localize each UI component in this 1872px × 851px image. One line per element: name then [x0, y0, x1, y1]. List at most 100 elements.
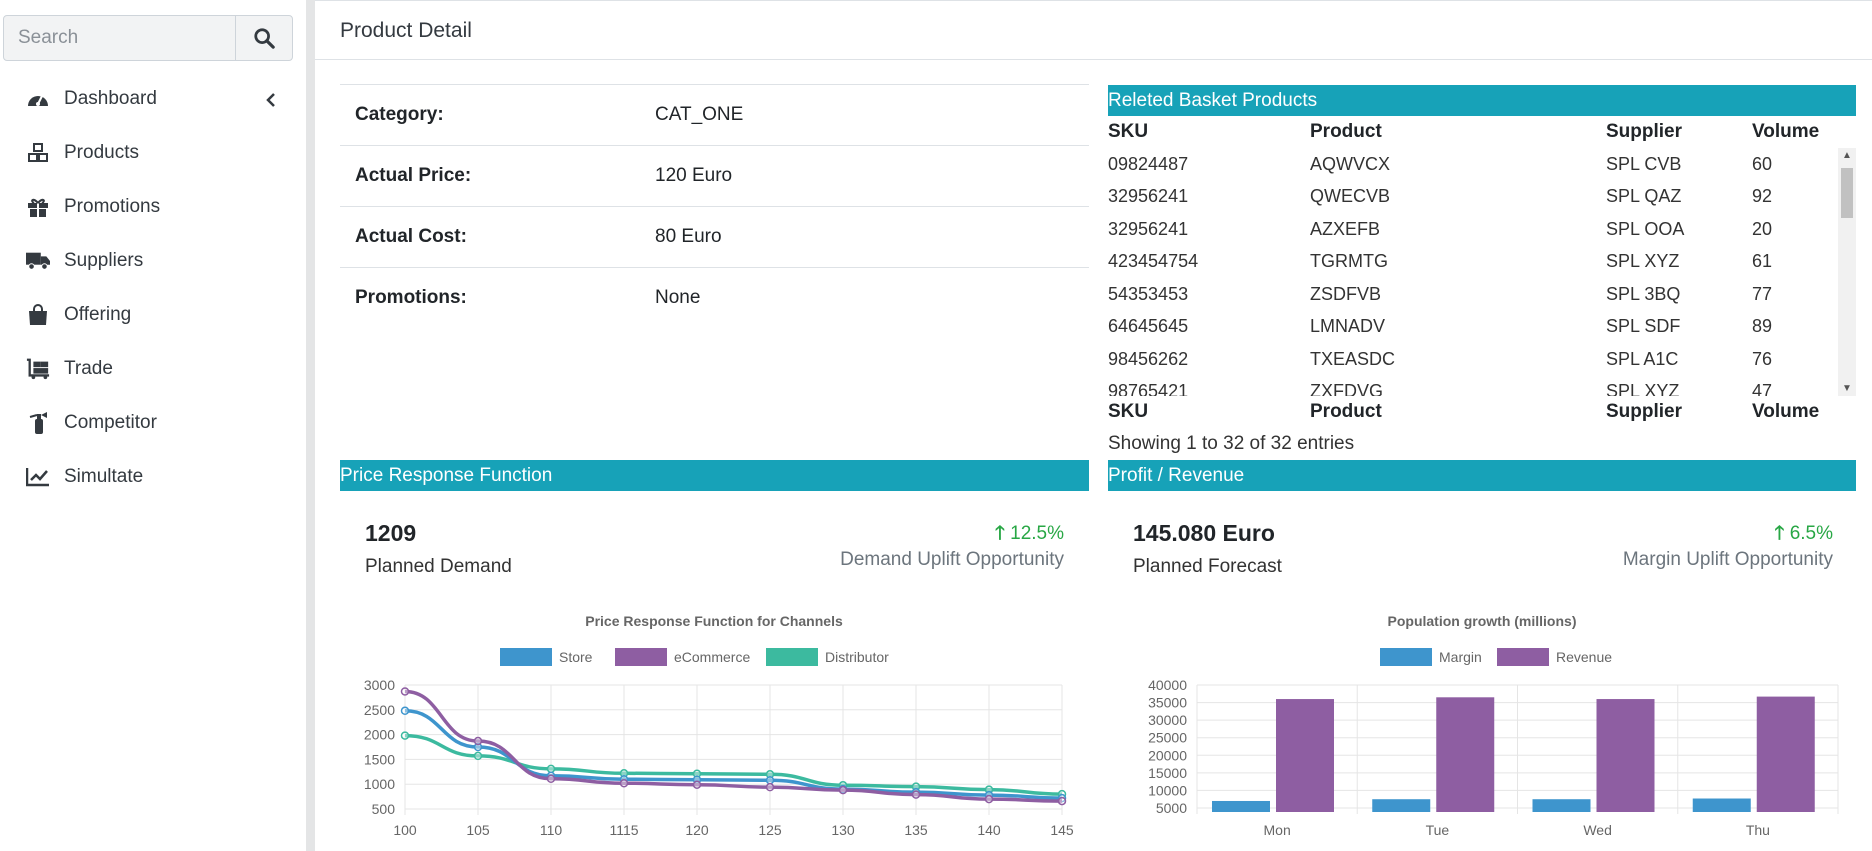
search-box	[3, 15, 293, 61]
table-cell: SPL A1C	[1606, 348, 1679, 369]
y-tick-label: 40000	[1148, 677, 1187, 693]
sidebar-item-products[interactable]: Products	[0, 126, 306, 180]
sidebar-item-trade[interactable]: Trade	[0, 342, 306, 396]
y-tick-label: 1500	[364, 751, 395, 767]
data-point	[765, 770, 775, 779]
table-cell: TGRMTG	[1310, 251, 1388, 272]
data-point	[473, 742, 483, 752]
column-header-product[interactable]: Product	[1310, 121, 1382, 142]
sidebar-item-suppliers[interactable]: Suppliers	[0, 234, 306, 288]
dashboard-icon	[26, 87, 50, 111]
x-tick-label: 135	[904, 822, 928, 838]
detail-value: CAT_ONE	[640, 84, 1089, 146]
x-tick-label: 140	[977, 822, 1001, 838]
detail-label: Actual Price:	[340, 145, 640, 207]
margin-uplift-value: 6.5%	[1789, 523, 1833, 544]
products-icon	[26, 141, 50, 165]
table-row[interactable]: 423454754 TGRMTG SPL XYZ 61	[1108, 246, 1856, 279]
table-cell: AQWVCX	[1310, 153, 1391, 174]
y-tick-label: 3000	[364, 677, 395, 693]
table-cell: 60	[1752, 153, 1773, 174]
search-input[interactable]	[4, 16, 235, 60]
legend-swatch	[1497, 648, 1549, 666]
legend-label: Distributor	[825, 649, 889, 665]
column-header-volume[interactable]: Volume	[1752, 121, 1820, 142]
demand-uplift: 🡑 12.5%	[815, 519, 1064, 551]
sidebar-nav: Dashboard Products Promotions Suppliers …	[0, 72, 306, 504]
table-row[interactable]: 32956241 QWECVB SPL QAZ 92	[1108, 181, 1856, 214]
table-row[interactable]: 54353453 ZSDFVB SPL 3BQ 77	[1108, 278, 1856, 311]
bar-revenue	[1756, 696, 1815, 812]
table-row[interactable]: 32956241 AZXEFB SPL OOA 20	[1108, 213, 1856, 246]
scroll-up-icon[interactable]: ▲	[1842, 150, 1852, 161]
y-tick-label: 2500	[364, 702, 395, 718]
sidebar-item-competitor[interactable]: Competitor	[0, 396, 306, 450]
y-tick-label: 30000	[1148, 712, 1187, 728]
data-point	[546, 764, 556, 774]
table-cell: SPL CVB	[1606, 153, 1682, 174]
y-tick-label: 1000	[364, 776, 395, 792]
sidebar-item-dashboard[interactable]: Dashboard	[0, 72, 306, 126]
table-row[interactable]: 98765421 ZXFDVG SPL XYZ 47	[1108, 376, 1856, 396]
sidebar-item-promotions[interactable]: Promotions	[0, 180, 306, 234]
scroll-down-icon[interactable]: ▼	[1842, 383, 1852, 394]
chart-line-icon	[26, 465, 50, 489]
x-tick-label: Thu	[1746, 822, 1770, 838]
legend-swatch	[1380, 648, 1432, 666]
detail-label: Actual Cost:	[340, 206, 640, 268]
data-point	[984, 794, 994, 804]
table-row[interactable]: 09824487 AQWVCX SPL CVB 60	[1108, 148, 1856, 181]
table-row[interactable]: 98456262 TXEASDC SPL A1C 76	[1108, 343, 1856, 376]
basket-table-foot: SKU Product Supplier Volume	[1108, 396, 1856, 428]
profit-revenue-chart: Population growth (millions) Margin Revenu…	[1148, 613, 1839, 838]
bar-margin	[1212, 800, 1270, 812]
data-point	[692, 769, 702, 779]
truck-icon	[26, 249, 50, 273]
bar-margin	[1372, 799, 1431, 812]
chevron-left-icon[interactable]	[266, 91, 276, 113]
scrollbar-thumb[interactable]	[1841, 168, 1853, 218]
data-point	[838, 785, 848, 795]
x-tick-label: 100	[393, 822, 417, 838]
bag-icon	[26, 303, 50, 327]
scrollbar[interactable]: ▲ ▼	[1838, 148, 1856, 396]
sidebar-item-offering[interactable]: Offering	[0, 288, 306, 342]
price-response-chart: Price Response Function for Channels Stor…	[364, 613, 1074, 838]
legend-swatch	[615, 648, 667, 666]
column-header-sku[interactable]: SKU	[1108, 121, 1149, 142]
demand-uplift-value: 12.5%	[1010, 523, 1064, 544]
table-row[interactable]: 64645645 LMNADV SPL SDF 89	[1108, 311, 1856, 344]
table-cell: 76	[1752, 348, 1773, 369]
detail-row: Actual Price: 120 Euro	[340, 145, 1089, 207]
table-cell: 54353453	[1108, 283, 1189, 304]
data-point	[1057, 796, 1067, 806]
page-header: Product Detail	[315, 0, 1872, 60]
search-button[interactable]	[235, 16, 292, 60]
table-cell: 32956241	[1108, 218, 1189, 239]
sidebar-item-label: Suppliers	[64, 250, 144, 271]
fire-extinguisher-icon	[26, 411, 50, 435]
table-cell: SPL XYZ	[1606, 251, 1680, 272]
x-tick-label: Mon	[1264, 822, 1291, 838]
table-cell: SPL OOA	[1606, 218, 1685, 239]
price-response-header: Price Response Function	[340, 460, 1089, 491]
data-point	[619, 769, 629, 778]
sidebar-item-simultate[interactable]: Simultate	[0, 450, 306, 504]
sidebar-divider	[306, 0, 315, 851]
y-tick-label: 25000	[1148, 730, 1187, 746]
table-cell: 92	[1752, 186, 1773, 207]
column-header-supplier[interactable]: Supplier	[1606, 121, 1683, 142]
x-tick-label: 105	[466, 822, 490, 838]
table-cell: 423454754	[1108, 251, 1199, 272]
legend-label: Revenue	[1556, 649, 1612, 665]
sidebar-item-label: Simultate	[64, 466, 144, 487]
y-tick-label: 20000	[1148, 747, 1187, 763]
table-cell: 32956241	[1108, 186, 1189, 207]
sidebar-item-label: Dashboard	[64, 88, 157, 109]
detail-value: 80 Euro	[640, 206, 1089, 268]
table-cell: 77	[1752, 283, 1773, 304]
series-line-ecommerce	[404, 689, 1063, 803]
data-point	[400, 731, 410, 740]
basket-table-body[interactable]: 09824487 AQWVCX SPL CVB 60 32956241 QWECVB SPL…	[1108, 148, 1856, 396]
basket-header: Releted Basket Products	[1108, 85, 1856, 116]
